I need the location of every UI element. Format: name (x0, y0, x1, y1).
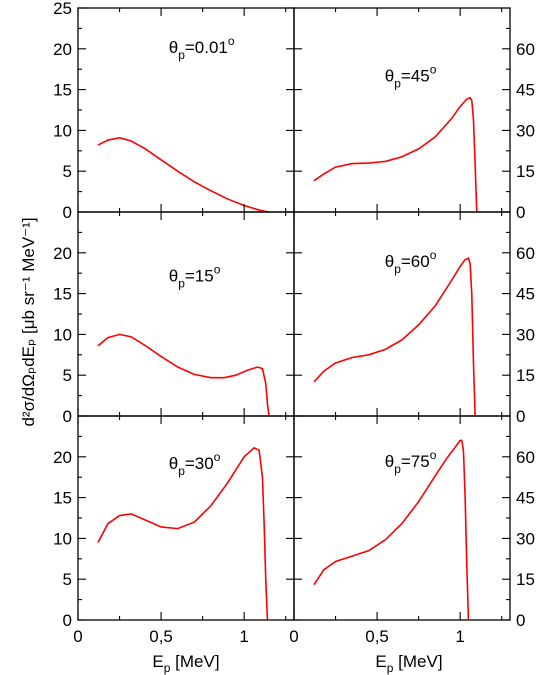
y-tick-label: 0 (63, 407, 72, 426)
y-tick-label: 30 (516, 325, 535, 344)
x-tick-label: 0,5 (365, 627, 389, 646)
y-axis-title: d²σ/dΩₚdEₚ [μb sr⁻¹ MeV⁻¹] (19, 217, 38, 426)
panel-theta-30: 0 5 10 15 20 θp=30o (53, 415, 295, 630)
y-tick-label: 45 (516, 489, 535, 508)
y-tick-label: 20 (53, 448, 72, 467)
y-tick-label: 5 (63, 366, 72, 385)
y-tick-label: 0 (63, 203, 72, 222)
y-tick-label: 15 (53, 81, 72, 100)
panel-frame (293, 415, 511, 621)
y-tick-label: 0 (516, 611, 525, 630)
y-tick-label: 15 (516, 162, 535, 181)
panel-label: θp=60o (385, 248, 437, 276)
y-tick-label: 0 (516, 203, 525, 222)
x-tick-label: 1 (239, 627, 248, 646)
panel-label: θp=15o (169, 262, 221, 290)
y-tick-label: 15 (53, 489, 72, 508)
panel-label: θp=30o (169, 450, 221, 478)
y-tick-label: 15 (516, 366, 535, 385)
x-tick-label: 0 (289, 627, 298, 646)
y-tick-label: 20 (53, 40, 72, 59)
panel-frame (293, 7, 511, 213)
y-tick-label: 25 (53, 0, 72, 18)
y-tick-label: 30 (516, 529, 535, 548)
y-tick-label: 45 (516, 285, 535, 304)
y-tick-label: 45 (516, 81, 535, 100)
panel-label: θp=0.01o (169, 34, 235, 62)
y-tick-label: 60 (516, 448, 535, 467)
panel-theta-0.01: 0 5 10 15 20 25 θp=0.01o (53, 0, 295, 222)
y-tick-label: 10 (53, 325, 72, 344)
panel-frame (293, 211, 511, 417)
panel-theta-60: 0 15 30 45 60 θp=60o (293, 211, 535, 426)
y-tick-label: 15 (516, 570, 535, 589)
series-line (97, 136, 270, 213)
panel-theta-75: 0 15 30 45 60 θp=75o (293, 415, 535, 630)
panel-frame (77, 415, 295, 621)
x-axis-title-left: Ep [MeV] (152, 652, 219, 675)
y-tick-label: 5 (63, 162, 72, 181)
y-tick-label: 30 (516, 121, 535, 140)
y-tick-label: 60 (516, 244, 535, 263)
y-tick-label: 10 (53, 529, 72, 548)
x-axis-title-right: Ep [MeV] (375, 652, 442, 675)
y-tick-label: 0 (63, 611, 72, 630)
panel-theta-15: 0 5 10 15 20 θp=15o (53, 211, 295, 426)
series-line (97, 333, 270, 417)
series-line (313, 96, 478, 213)
panel-frame (77, 211, 295, 417)
y-tick-label: 10 (53, 121, 72, 140)
y-tick-label: 0 (516, 407, 525, 426)
panel-grid: 0510152025θp=0.01o015304560θp=45o0510152… (53, 0, 535, 646)
series-line (97, 446, 269, 621)
panel-label: θp=75o (385, 448, 437, 476)
x-tick-label: 1 (455, 627, 464, 646)
series-line (313, 439, 470, 621)
series-line (313, 257, 476, 417)
panel-theta-45: 0 15 30 45 60 θp=45o (293, 7, 535, 222)
y-tick-label: 15 (53, 285, 72, 304)
y-tick-label: 60 (516, 40, 535, 59)
y-tick-label: 20 (53, 244, 72, 263)
panel-label: θp=45o (385, 62, 437, 90)
x-tick-label: 0,5 (149, 627, 173, 646)
x-tick-label: 0 (73, 627, 82, 646)
y-tick-label: 5 (63, 570, 72, 589)
